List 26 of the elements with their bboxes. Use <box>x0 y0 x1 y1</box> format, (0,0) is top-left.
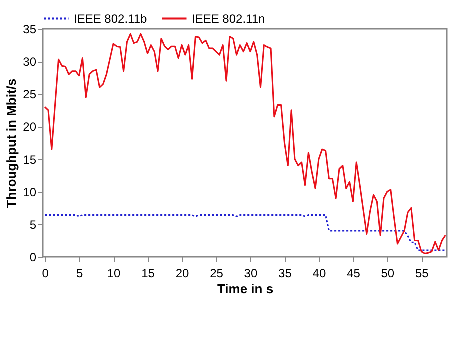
y-axis-title: Throughput in Mbit/s <box>4 78 20 208</box>
x-tick-label: 10 <box>107 266 122 280</box>
x-tick-label: 30 <box>244 266 258 280</box>
line-series <box>44 214 446 252</box>
y-tick-label: 15 <box>23 152 37 167</box>
y-tick-label: 5 <box>30 218 37 232</box>
line-series <box>44 33 446 254</box>
y-tick-label: 0 <box>30 250 37 264</box>
x-tick-label: 5 <box>76 266 84 280</box>
y-tick-label: 20 <box>23 120 37 134</box>
x-tick-label: 55 <box>415 266 430 280</box>
legend-label: IEEE 802.11n <box>192 12 266 26</box>
x-axis-title: Time in s <box>217 282 274 296</box>
x-tick-label: 25 <box>210 266 224 280</box>
x-tick-label: 35 <box>278 266 292 280</box>
x-tick-label: 50 <box>381 266 395 280</box>
x-tick-label: 15 <box>142 266 156 280</box>
y-tick-label: 35 <box>23 22 37 36</box>
x-tick-label: 20 <box>176 266 190 280</box>
y-tick-label: 10 <box>23 185 37 200</box>
x-tick-label: 0 <box>42 266 50 280</box>
y-tick-label: 30 <box>23 55 37 70</box>
legend-label: IEEE 802.11b <box>74 12 148 26</box>
y-tick-label: 25 <box>23 88 37 102</box>
x-tick-label: 40 <box>312 266 326 280</box>
x-tick-label: 45 <box>347 266 361 280</box>
